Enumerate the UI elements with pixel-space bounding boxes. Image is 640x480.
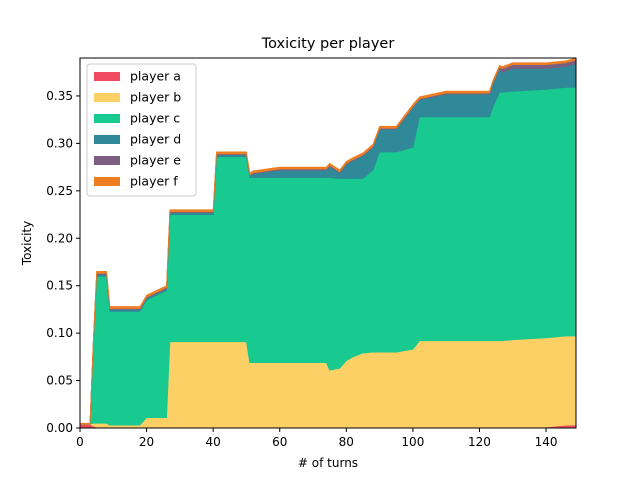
x-axis-label: # of turns bbox=[298, 456, 358, 470]
area-player-f bbox=[80, 58, 576, 425]
x-tick-label: 60 bbox=[272, 435, 287, 449]
legend-swatch bbox=[94, 135, 120, 144]
x-tick-label: 120 bbox=[468, 435, 491, 449]
y-tick-label: 0.00 bbox=[46, 421, 73, 435]
legend-label: player f bbox=[130, 174, 178, 189]
y-tick-label: 0.15 bbox=[46, 279, 73, 293]
legend-swatch bbox=[94, 156, 120, 165]
legend-swatch bbox=[94, 93, 120, 102]
y-tick-label: 0.05 bbox=[46, 374, 73, 388]
y-tick-label: 0.30 bbox=[46, 136, 73, 150]
y-tick-label: 0.20 bbox=[46, 231, 73, 245]
legend-swatch bbox=[94, 177, 120, 186]
x-tick-label: 40 bbox=[206, 435, 221, 449]
axes: 0 20 40 60 80 100 120 140 0.00 0.05 0.10 0.15 0.20 0.… bbox=[46, 57, 577, 449]
area-layers bbox=[80, 58, 576, 428]
x-tick-label: 80 bbox=[339, 435, 354, 449]
legend-label: player e bbox=[130, 153, 181, 168]
legend-label: player b bbox=[130, 90, 181, 105]
y-tick-label: 0.25 bbox=[46, 184, 73, 198]
y-tick-label: 0.10 bbox=[46, 326, 73, 340]
plot-frame bbox=[79, 57, 577, 429]
legend-swatch bbox=[94, 114, 120, 123]
y-tick-label: 0.35 bbox=[46, 89, 73, 103]
x-tick-label: 0 bbox=[76, 435, 84, 449]
x-tick-label: 20 bbox=[139, 435, 154, 449]
legend-label: player d bbox=[130, 132, 181, 147]
chart-title: Toxicity per player bbox=[261, 36, 395, 52]
legend: player a player b player c player d player e… bbox=[86, 63, 197, 197]
x-tick-label: 100 bbox=[401, 435, 424, 449]
legend-label: player c bbox=[130, 111, 180, 126]
legend-swatch bbox=[94, 72, 120, 81]
x-tick-label: 140 bbox=[535, 435, 558, 449]
y-axis-label: Toxicity bbox=[20, 221, 34, 266]
legend-label: player a bbox=[130, 69, 181, 84]
